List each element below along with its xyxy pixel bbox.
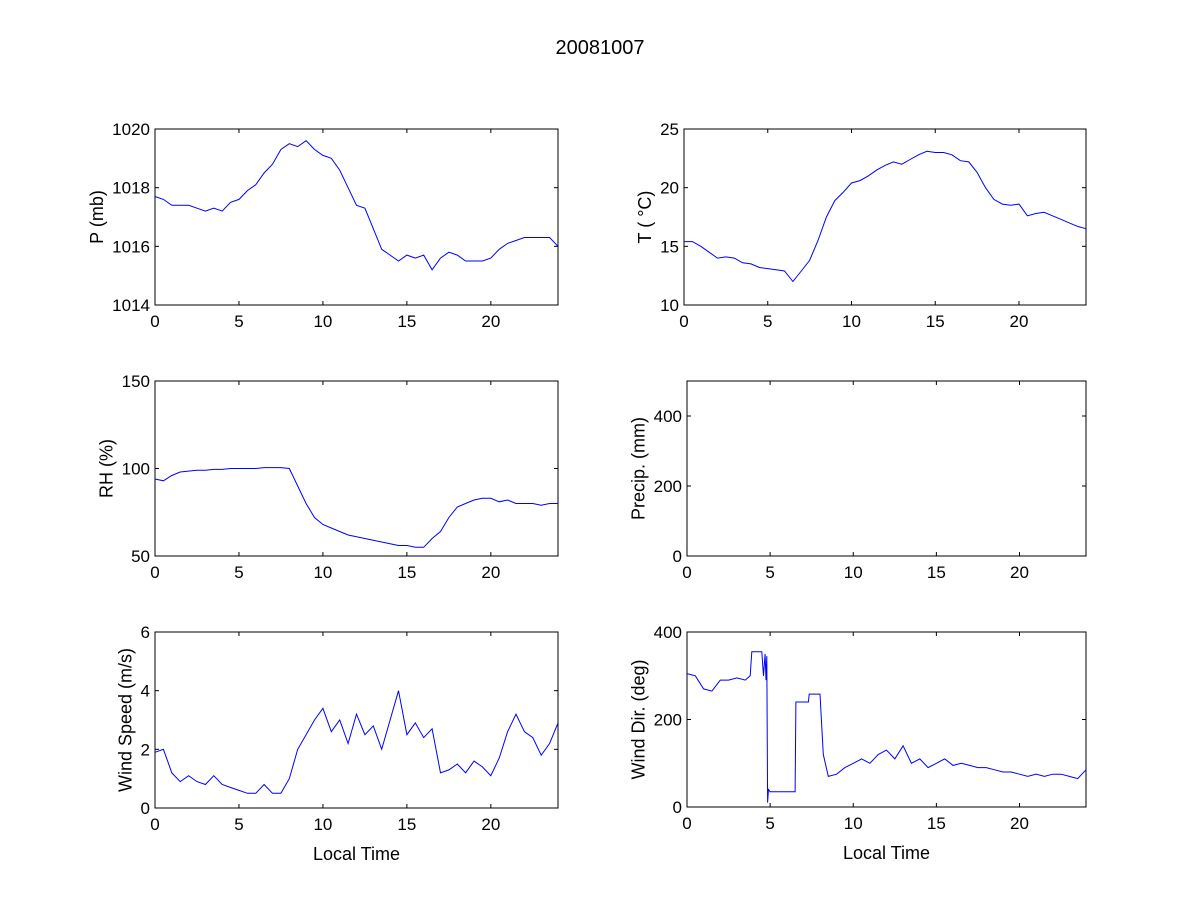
y-axis-label: T ( °C) [635, 191, 655, 244]
y-tick-label: 400 [654, 407, 682, 426]
x-tick-label: 5 [765, 563, 774, 582]
y-tick-label: 0 [673, 798, 682, 817]
y-tick-label: 400 [654, 623, 682, 642]
x-tick-label: 15 [397, 312, 416, 331]
y-tick-label: 0 [673, 547, 682, 566]
series-line-pressure [154, 140, 559, 271]
y-tick-label: 4 [141, 682, 150, 701]
x-tick-label: 20 [481, 815, 500, 834]
x-tick-label: 20 [481, 312, 500, 331]
x-tick-label: 5 [763, 312, 772, 331]
x-tick-label: 0 [682, 814, 691, 833]
x-tick-label: 15 [927, 814, 946, 833]
y-tick-label: 0 [141, 799, 150, 818]
y-tick-label: 150 [122, 372, 150, 391]
x-tick-label: 5 [765, 814, 774, 833]
x-tick-label: 0 [150, 563, 159, 582]
series-line-wind-direction [686, 651, 1087, 803]
x-tick-label: 20 [1010, 814, 1029, 833]
y-axis-label: RH (%) [97, 439, 117, 498]
axes-box [686, 631, 1087, 808]
axes-box [686, 380, 1087, 557]
y-axis-label: Precip. (mm) [629, 417, 649, 520]
y-tick-label: 10 [660, 296, 679, 315]
x-tick-label: 0 [679, 312, 688, 331]
y-tick-label: 100 [122, 460, 150, 479]
y-tick-label: 20 [660, 179, 679, 198]
x-tick-label: 15 [927, 563, 946, 582]
x-tick-label: 10 [842, 312, 861, 331]
y-tick-label: 6 [141, 623, 150, 642]
x-axis-label: Local Time [843, 843, 930, 863]
axes-box [683, 128, 1087, 306]
subplot-temperature: 0 5 10 15 20 10 15 20 25 T ( °C) [635, 120, 1087, 331]
subplot-wind-speed: 0 5 10 15 20 0 2 4 6 Wind Speed (m/s) Local Time [116, 623, 559, 864]
y-tick-label: 1020 [112, 120, 150, 139]
y-tick-label: 1014 [112, 296, 150, 315]
y-tick-label: 2 [141, 740, 150, 759]
axes-box [154, 380, 559, 557]
x-tick-label: 5 [234, 563, 243, 582]
figure-title: 20081007 [556, 37, 645, 59]
y-tick-label: 25 [660, 120, 679, 139]
x-tick-label: 10 [313, 815, 332, 834]
y-tick-label: 50 [131, 547, 150, 566]
series-line-temperature [684, 150, 1087, 283]
x-tick-label: 5 [234, 815, 243, 834]
x-tick-label: 15 [397, 563, 416, 582]
series-line-relative-humidity [154, 467, 558, 548]
x-tick-label: 10 [313, 312, 332, 331]
x-tick-label: 20 [1010, 312, 1029, 331]
y-axis-label: Wind Dir. (deg) [629, 659, 649, 779]
y-tick-label: 15 [660, 237, 679, 256]
x-tick-label: 0 [682, 563, 691, 582]
y-axis-label: P (mb) [87, 190, 107, 244]
y-tick-label: 200 [654, 477, 682, 496]
x-axis-label: Local Time [313, 844, 400, 864]
y-tick-label: 1016 [112, 237, 150, 256]
y-tick-label: 1018 [112, 179, 150, 198]
axes-box [154, 128, 559, 306]
x-tick-label: 15 [397, 815, 416, 834]
y-tick-label: 200 [654, 711, 682, 730]
subplot-pressure: 0 5 10 15 20 1014 1016 1018 1020 P (mb) [87, 120, 559, 331]
x-tick-label: 20 [1010, 563, 1029, 582]
x-tick-label: 10 [313, 563, 332, 582]
x-tick-label: 5 [234, 312, 243, 331]
y-axis-label: Wind Speed (m/s) [116, 648, 136, 792]
x-tick-label: 10 [844, 563, 863, 582]
subplot-relative-humidity: 0 5 10 15 20 50 100 150 RH (%) [97, 372, 559, 582]
x-tick-label: 15 [926, 312, 945, 331]
x-tick-label: 0 [150, 815, 159, 834]
x-tick-label: 10 [844, 814, 863, 833]
x-tick-label: 0 [150, 312, 159, 331]
series-line-wind-speed [154, 690, 559, 794]
x-tick-label: 20 [481, 563, 500, 582]
axes-box [154, 631, 559, 809]
